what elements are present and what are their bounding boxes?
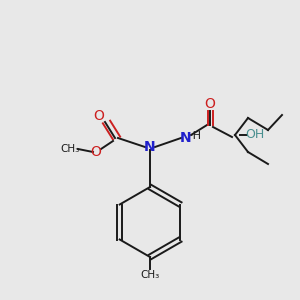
Text: O: O — [94, 109, 104, 123]
Text: OH: OH — [245, 128, 265, 142]
Text: ·H: ·H — [190, 131, 202, 141]
Text: N: N — [144, 140, 156, 154]
Text: N: N — [180, 131, 192, 145]
Text: O: O — [91, 145, 101, 159]
Text: CH₃: CH₃ — [140, 270, 160, 280]
Text: O: O — [205, 97, 215, 111]
Text: CH₃: CH₃ — [60, 144, 80, 154]
